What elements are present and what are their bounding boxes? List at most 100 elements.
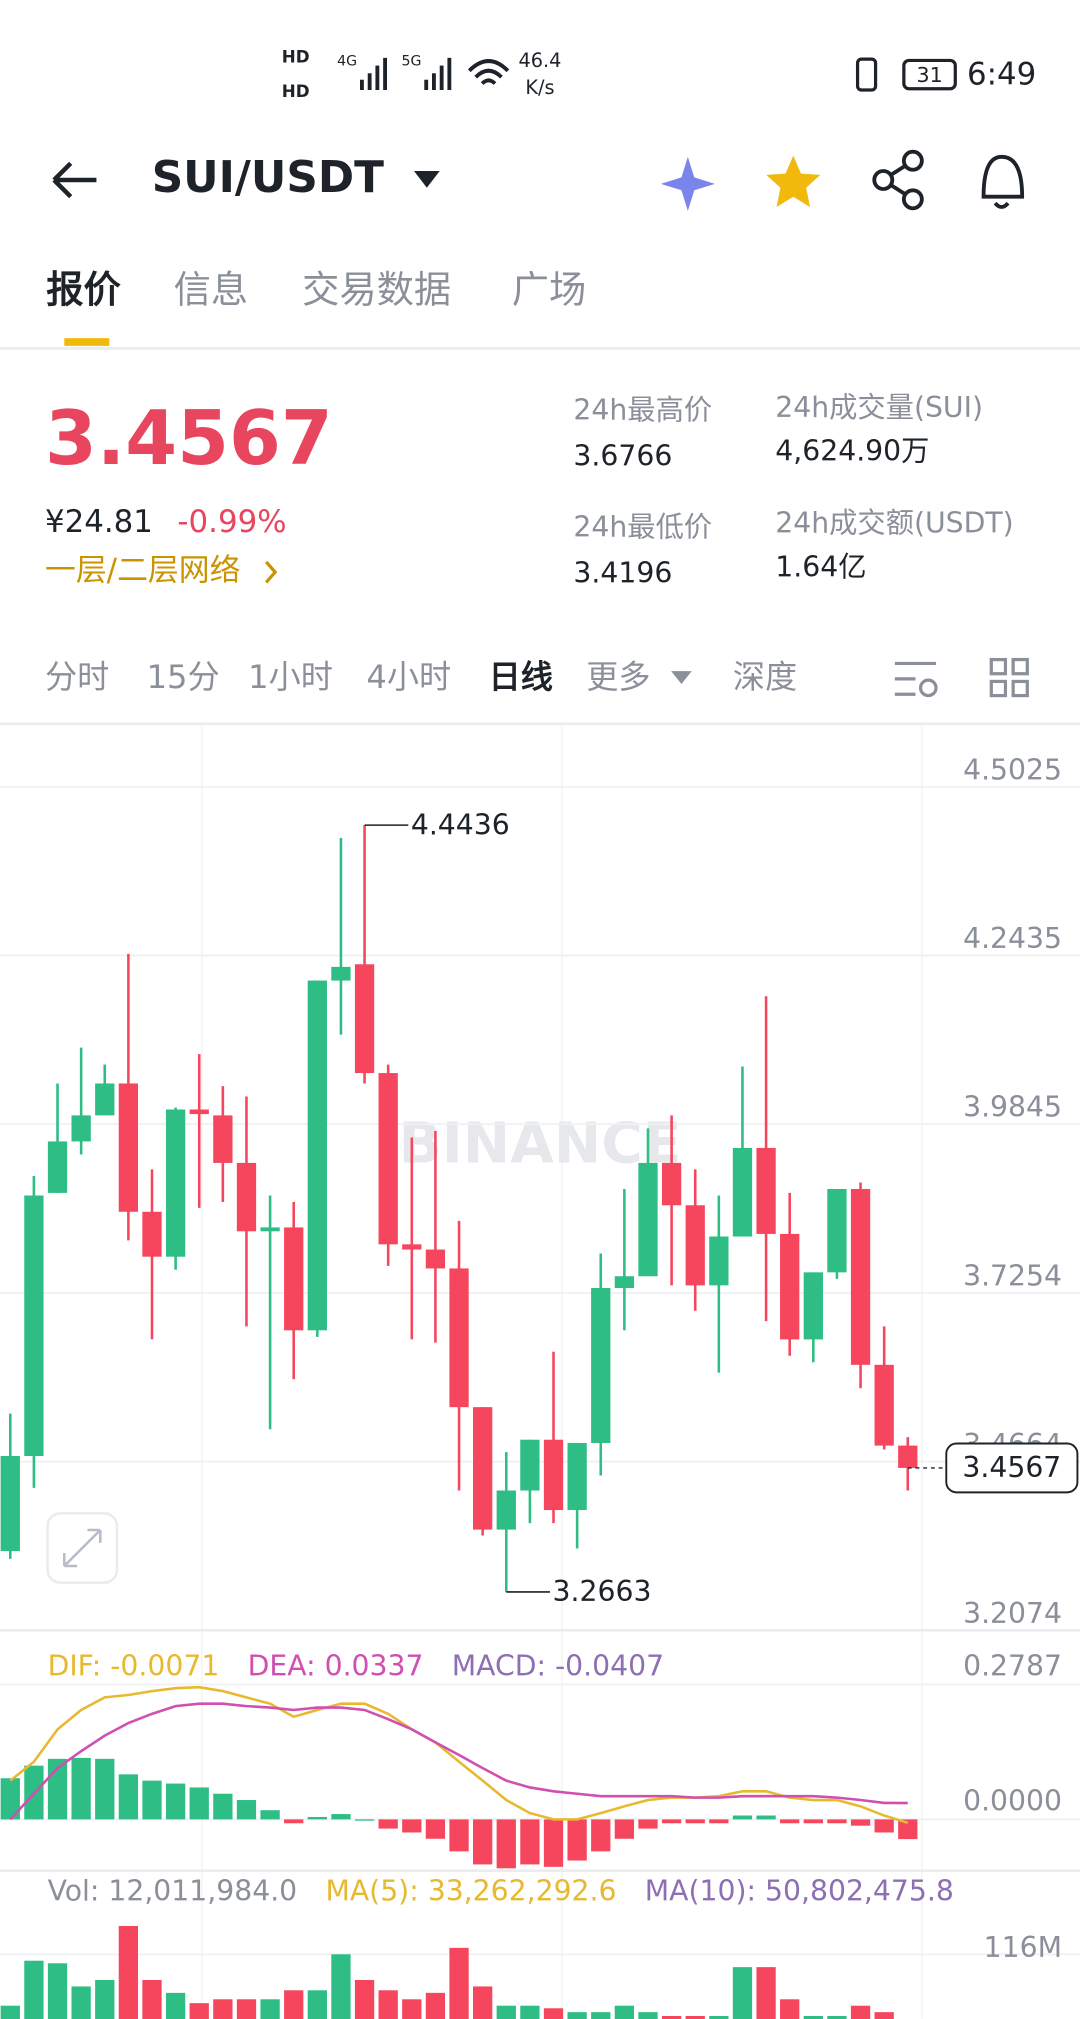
macd-bar [496,1819,516,1869]
candle-body [24,1195,44,1457]
volume-bar [284,1990,304,2019]
last-price: 3.4567 [45,395,333,482]
volume-bar [685,2016,705,2019]
volume-bar [378,1990,398,2019]
share-icon[interactable] [872,149,924,211]
volume-bar [756,1967,776,2019]
volume-bar [307,1990,327,2019]
tab[interactable]: 广场 [512,267,587,311]
macd-bar [898,1819,918,1840]
stat-value: 3.6766 [573,440,672,473]
candle-body [638,1162,658,1277]
macd-bar [543,1819,564,1867]
wifi-icon [467,59,510,86]
interval[interactable]: 4小时 [366,658,451,696]
candle-body [661,1162,682,1206]
macd-bar [638,1819,658,1829]
macd-bar [756,1815,776,1820]
candle-body [591,1287,611,1443]
candle-body [496,1490,516,1530]
candle-body [567,1442,587,1511]
hd-badge: HD [282,81,310,101]
net-speed-unit: K/s [525,76,554,99]
network-5g: 5G [401,54,421,70]
tab[interactable]: 报价 [46,267,121,311]
macd-bar [189,1787,209,1820]
volume-bar [354,1980,375,2019]
price-tag-label: 3.4567 [962,1451,1061,1484]
volume-bar [24,1960,44,2019]
macd-bar [709,1819,729,1824]
candle-body [142,1211,162,1257]
macd-bar [402,1819,422,1833]
volume-bar [661,2016,682,2019]
candle-body [307,980,327,1331]
tab[interactable]: 信息 [174,267,249,311]
net-speed: 46.4 [519,49,562,72]
macd-bar [614,1819,635,1839]
candle-body [685,1205,705,1286]
indicator-settings[interactable] [894,661,938,698]
layout-icon[interactable] [989,657,1029,698]
macd-bar [473,1819,493,1865]
volume-bar [732,1967,753,2019]
candle-body [449,1268,469,1408]
price-tag [945,1442,1079,1494]
volume-bar [213,1999,233,2019]
candle-body [425,1249,446,1269]
interval[interactable]: 15分 [147,658,220,696]
candle-body [378,1073,398,1245]
macd-bar [260,1810,280,1820]
candle-body [473,1407,493,1530]
interval[interactable]: 1小时 [248,658,333,696]
pair-title[interactable]: SUI/USDT [152,152,384,203]
macd-bar [591,1819,611,1852]
vibrate-icon [855,57,878,92]
chevron [264,560,278,584]
volume-bar [331,1954,351,2019]
candle-body [165,1109,186,1257]
network-link[interactable]: 一层/二层网络 [45,553,240,589]
pair-dropdown[interactable] [414,171,440,188]
expand-button[interactable] [46,1512,119,1585]
volume-bar [543,2008,564,2019]
interval[interactable]: 日线 [489,658,553,696]
candle-body [236,1162,257,1232]
interval[interactable]: 分时 [45,658,109,696]
tab[interactable]: 交易数据 [302,267,451,311]
hd-badge: HD [282,46,310,66]
candle-body [709,1236,729,1286]
y-tick-label: 3.9845 [963,1091,1062,1124]
legend-entry: MA(10): 50,802,475.8 [645,1875,954,1908]
candle-body [614,1276,635,1288]
tab-indicator [64,338,110,346]
stat-value: 3.4196 [573,557,672,590]
favorite-star[interactable] [766,155,821,208]
volume-bar [803,2016,823,2019]
macd-bar [213,1793,233,1820]
volume-bar [236,1999,257,2019]
macd-bar [118,1774,139,1820]
legend: DIF: -0.0071 DEA: 0.0337 MACD: -0.0407 [48,1650,665,1683]
macd-line [9,1702,908,1821]
volume-bar [425,1992,446,2019]
candle-body [874,1364,894,1446]
macd-bar [71,1757,91,1820]
candle-body [898,1445,918,1468]
battery-level: 31 [916,63,942,87]
macd-bar [780,1819,800,1824]
battery-icon [902,58,957,91]
macd-bar [378,1819,398,1829]
price-change: -0.99% [177,504,286,540]
volume-bar [95,1980,115,2019]
more-dropdown[interactable] [671,671,692,685]
interval[interactable]: 深度 [733,658,797,696]
ai-icon[interactable] [660,156,715,211]
macd-bar [732,1815,753,1820]
macd-bar [850,1819,871,1826]
legend-entry: MACD: -0.0407 [452,1650,664,1683]
interval[interactable]: 更多 [586,658,650,696]
back-button[interactable] [52,161,97,199]
alert-bell[interactable] [981,154,1025,209]
